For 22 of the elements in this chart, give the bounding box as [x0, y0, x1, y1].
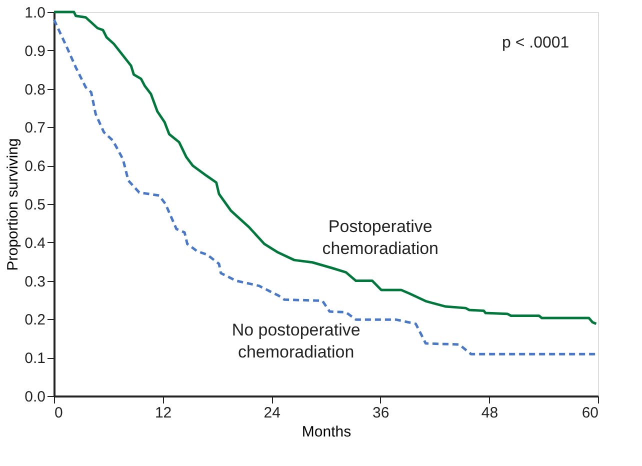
y-axis-title: Proportion surviving: [4, 138, 22, 271]
y-tick-label: 0.7: [24, 120, 46, 137]
y-tick-label: 0.1: [24, 350, 46, 368]
x-tick-label: 48: [481, 404, 498, 422]
y-tick-label: 1.0: [24, 4, 46, 22]
x-tick-label: 36: [372, 404, 390, 422]
x-axis-title: Months: [302, 424, 352, 440]
annotation: p < .0001: [502, 34, 570, 52]
y-tick-label: 0.0: [24, 388, 46, 406]
y-tick-label: 0.5: [24, 196, 46, 214]
y-tick-label: 0.8: [24, 81, 46, 98]
y-tick-label: 0.9: [24, 42, 46, 60]
y-tick-label: 0.6: [24, 158, 46, 176]
x-tick-label: 0: [54, 404, 63, 422]
y-tick-label: 0.3: [24, 273, 46, 290]
x-tick-label: 60: [582, 404, 598, 422]
y-tick-label: 0.4: [24, 234, 46, 252]
series-label: Postoperative chemoradiation: [322, 217, 439, 258]
y-tick-label: 0.2: [24, 312, 46, 329]
x-tick-label: 12: [154, 404, 172, 422]
x-tick-label: 24: [264, 404, 280, 422]
series-label: No postoperative chemoradiation: [232, 320, 360, 362]
